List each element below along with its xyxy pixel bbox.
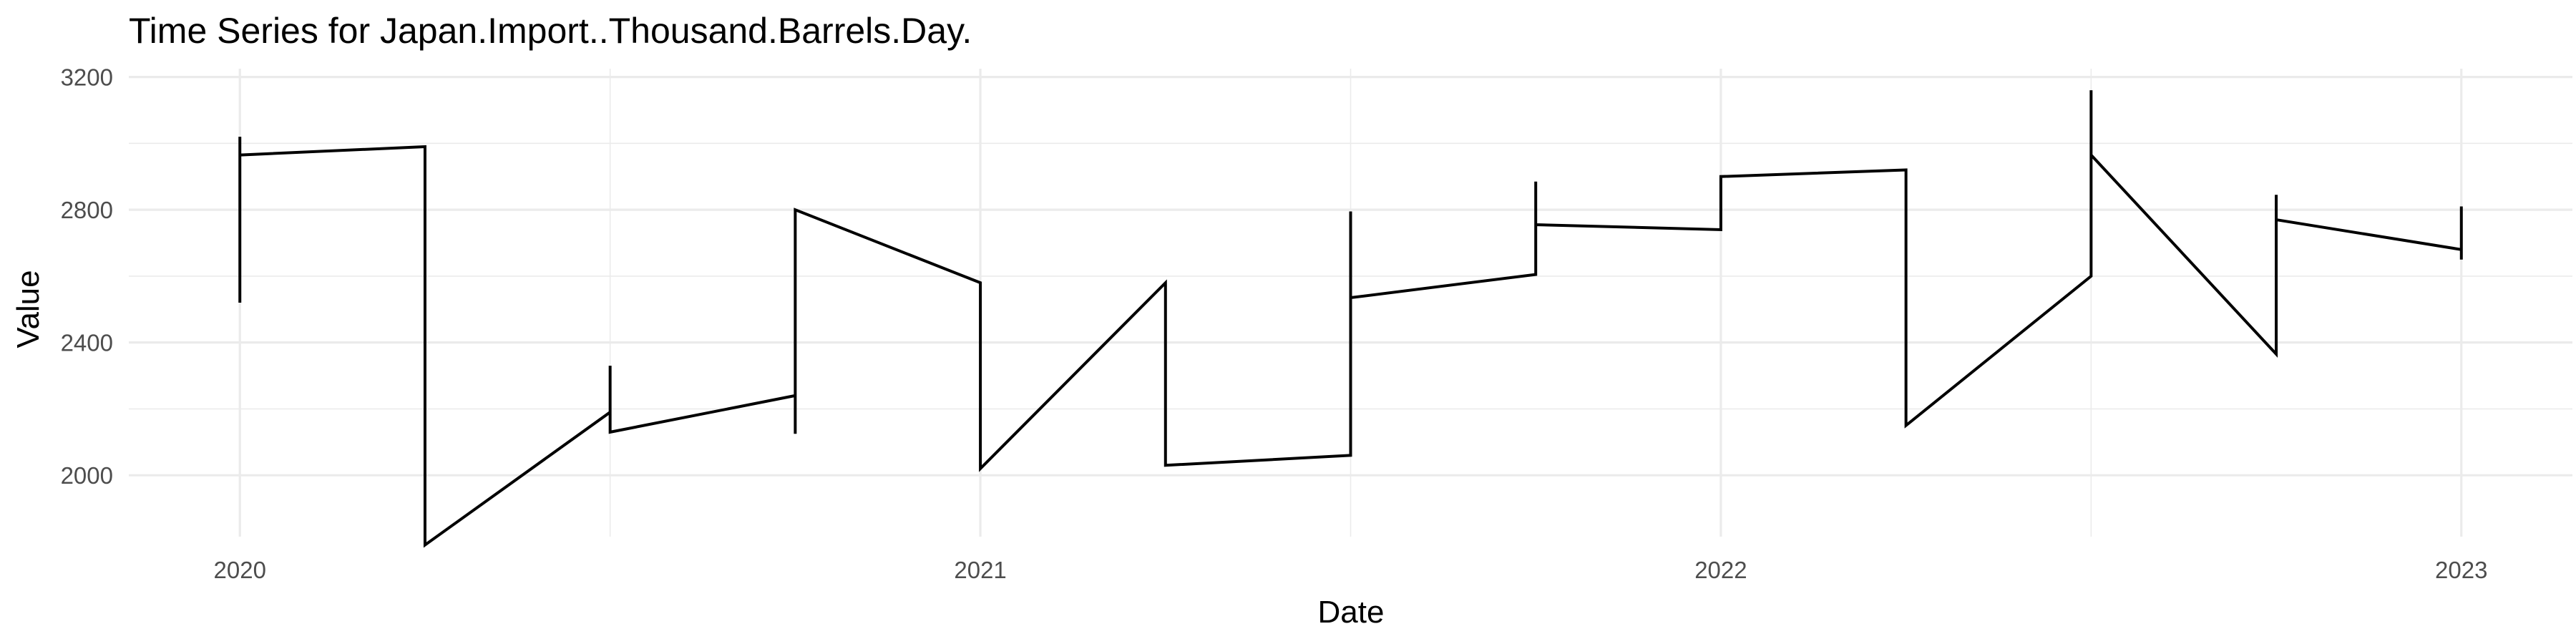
series-layer [238, 90, 2463, 548]
y-axis-ticks: 2000 2400 2800 3200 [61, 64, 113, 489]
y-axis-title: Value [11, 270, 46, 348]
x-axis-title: Date [1318, 595, 1385, 630]
y-tick-label: 3200 [61, 64, 113, 91]
chart-title: Time Series for Japan.Import..Thousand.B… [129, 11, 972, 51]
y-tick-label: 2000 [61, 462, 113, 489]
x-tick-label: 2022 [1694, 557, 1747, 583]
series-line [238, 90, 2463, 548]
x-tick-label: 2023 [2435, 557, 2487, 583]
x-axis-ticks: 2020 2021 2022 2023 [214, 557, 2488, 583]
y-tick-label: 2800 [61, 197, 113, 223]
x-tick-label: 2020 [214, 557, 266, 583]
y-tick-label: 2400 [61, 330, 113, 356]
x-tick-label: 2021 [954, 557, 1006, 583]
